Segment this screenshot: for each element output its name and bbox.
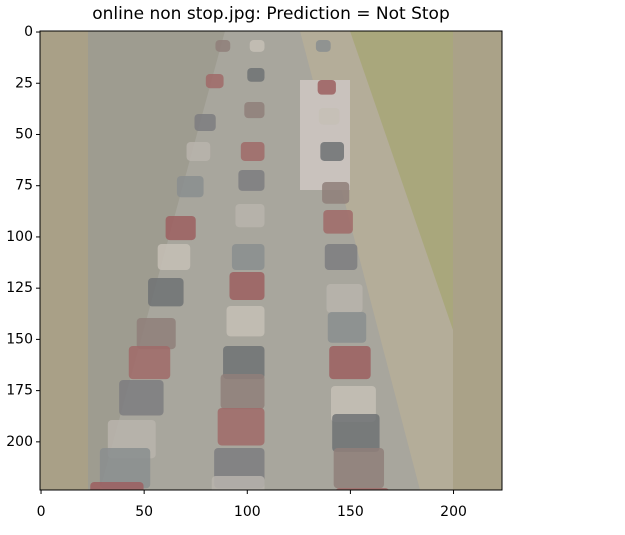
car xyxy=(235,204,265,228)
right-pad xyxy=(453,31,502,490)
car xyxy=(320,142,345,161)
x-tick-label: 50 xyxy=(135,504,153,520)
car xyxy=(322,182,350,204)
y-tick-label: 0 xyxy=(24,24,33,40)
car xyxy=(194,114,216,131)
y-tick-label: 100 xyxy=(6,229,33,245)
car xyxy=(136,318,176,350)
car xyxy=(318,108,340,125)
car xyxy=(128,346,171,380)
car xyxy=(238,170,265,191)
image xyxy=(40,31,502,490)
car xyxy=(165,216,196,241)
car xyxy=(326,284,363,313)
axes-frame xyxy=(39,30,503,491)
y-tick-label: 200 xyxy=(6,434,33,450)
car xyxy=(327,312,367,343)
left-pad xyxy=(40,31,88,490)
y-tick-label: 150 xyxy=(6,331,33,347)
y-tick-label: 75 xyxy=(15,178,33,194)
car xyxy=(90,482,144,490)
car xyxy=(249,40,265,52)
car xyxy=(244,102,265,119)
car xyxy=(240,142,265,161)
car xyxy=(329,346,371,380)
car xyxy=(211,476,265,490)
y-tick-label: 175 xyxy=(6,383,33,399)
y-tick-label: 25 xyxy=(15,75,33,91)
x-tick-label: 100 xyxy=(234,504,261,520)
y-tick-label: 125 xyxy=(6,280,33,296)
y-tick-label: 50 xyxy=(15,126,33,142)
car xyxy=(226,306,265,337)
car xyxy=(176,176,204,198)
car xyxy=(220,374,265,410)
car xyxy=(333,448,385,489)
x-tick-label: 150 xyxy=(337,504,364,520)
car xyxy=(157,244,191,271)
car xyxy=(223,346,265,380)
car xyxy=(205,74,224,89)
car xyxy=(119,380,164,416)
car xyxy=(330,386,376,422)
car xyxy=(148,278,184,307)
grass xyxy=(350,31,453,330)
x-tick-label: 200 xyxy=(440,504,467,520)
car xyxy=(215,40,231,52)
truck xyxy=(300,80,350,190)
car xyxy=(315,40,331,52)
car xyxy=(332,414,380,452)
car xyxy=(323,210,353,234)
car xyxy=(186,142,211,161)
car xyxy=(99,448,151,489)
car xyxy=(229,272,265,301)
car xyxy=(231,244,265,271)
car xyxy=(247,68,265,82)
car xyxy=(317,80,336,95)
x-tick-label: 0 xyxy=(37,504,46,520)
car xyxy=(217,408,265,446)
title: online non stop.jpg: Prediction = Not St… xyxy=(92,4,450,24)
car xyxy=(324,244,358,271)
